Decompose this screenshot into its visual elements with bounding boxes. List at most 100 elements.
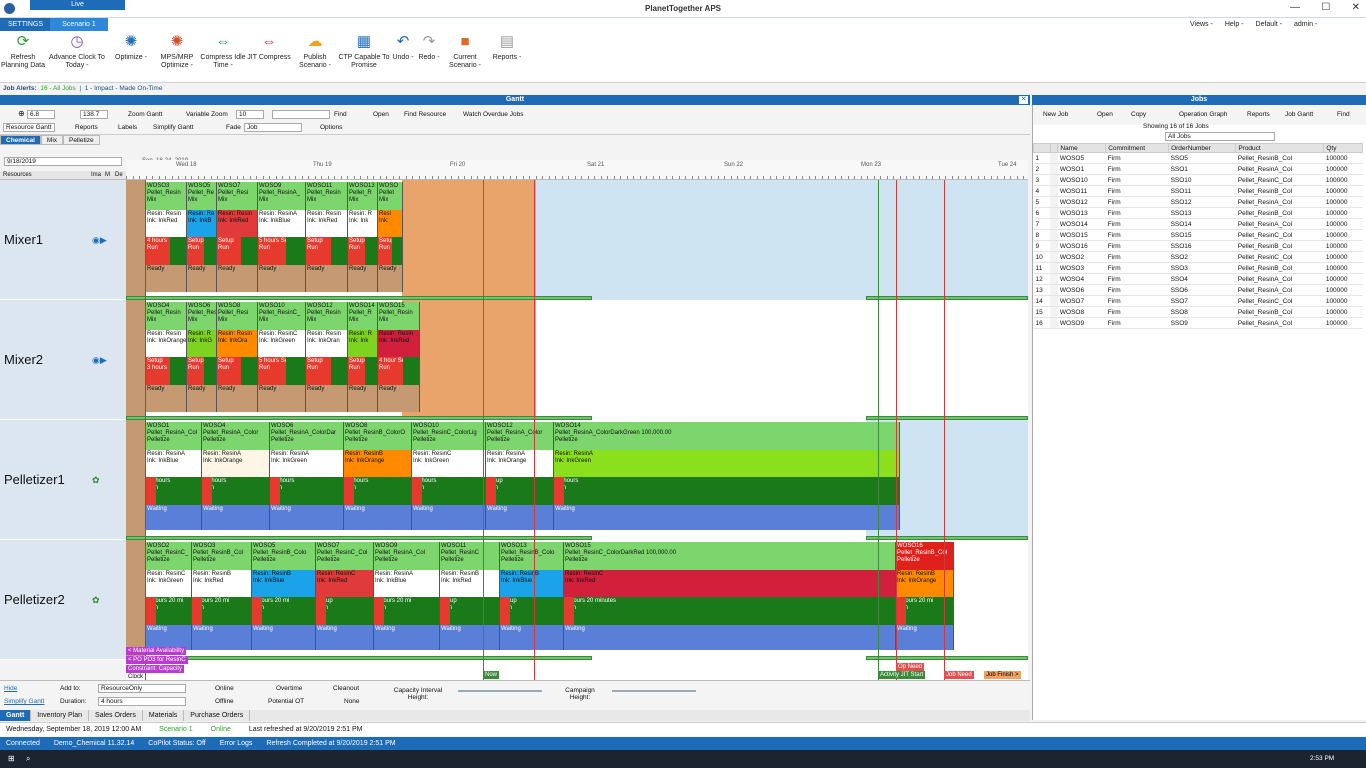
ribbon-button[interactable]: ↶ Undo - <box>390 31 416 81</box>
material-availability-marker[interactable]: < Material Availability <box>126 647 187 655</box>
job-row[interactable]: 6 WOSO13 Firm SSO13 Pellet_ResinB_Col 100000 <box>1033 207 1363 219</box>
job-cell[interactable]: WOSO16 <box>1057 240 1106 252</box>
job-block[interactable]: WOSO15 Pellet_Resin Mix Resin: Resin Ink: In… <box>378 302 420 412</box>
job-cell[interactable]: WOSO8 <box>1057 306 1106 318</box>
online-legend[interactable]: Online <box>215 685 234 692</box>
resource-row[interactable]: Pelletizer2 ✿ <box>0 540 126 660</box>
job-block[interactable]: WOSO10 Pellet_ResinC_ColorLig Pelletize Res… <box>412 422 486 530</box>
job-cell[interactable]: Pellet_ResinB_Col <box>1235 207 1324 219</box>
job-cell[interactable]: WOSO5 <box>1057 152 1106 164</box>
jobs-col-header[interactable]: OrderNumber <box>1168 143 1237 153</box>
job-cell[interactable]: WOSO14 <box>1057 218 1106 230</box>
job-cell[interactable]: WOSO15 <box>1057 229 1106 241</box>
job-block[interactable]: WOSO8 Pellet_ResinB_ColorO Pelletize Resin:… <box>344 422 412 530</box>
job-cell[interactable]: Pellet_ResinC_Col <box>1235 251 1324 263</box>
close-icon[interactable]: ✕ <box>1351 2 1360 13</box>
ribbon-button[interactable]: ✺ MPS/MRP Optimize - <box>154 31 200 81</box>
job-cell[interactable]: 100000 <box>1323 196 1363 208</box>
job-cell[interactable]: SSO7 <box>1168 295 1236 307</box>
job-cell[interactable]: Firm <box>1105 152 1169 164</box>
add-to-select[interactable]: ResourceOnly <box>98 684 186 693</box>
job-cell[interactable]: WOSO3 <box>1057 262 1106 274</box>
windows-start-icon[interactable]: ⊞ <box>8 754 15 763</box>
job-cell[interactable]: Firm <box>1105 163 1169 175</box>
job-cell[interactable]: Firm <box>1105 284 1169 296</box>
campaign-slider[interactable] <box>612 690 696 692</box>
job-row[interactable]: 13 WOSO6 Firm SSO6 Pellet_ResinA_Col 100000 <box>1033 284 1363 296</box>
maximize-icon[interactable]: ☐ <box>1321 2 1331 13</box>
job-block[interactable]: WOSO12 Pellet_Resin Mix Resin: Resin Ink: In… <box>306 302 348 412</box>
job-cell[interactable]: SSO10 <box>1168 174 1236 186</box>
job-block[interactable]: WOSO13 Pellet_R Mix Resin: R Ink: Ink Setup Ru… <box>348 182 378 292</box>
job-block[interactable]: WOSO15 Pellet_ResinC_ColorDarkRed 100,000… <box>564 542 896 650</box>
activity-jit-marker[interactable]: Activity JIT Start <box>878 671 926 679</box>
views-menu[interactable]: Views - <box>1190 21 1213 28</box>
variable-zoom-input[interactable]: 10 <box>236 110 264 119</box>
jobs-copy-button[interactable]: Copy <box>1131 111 1147 118</box>
job-cell[interactable]: Pellet_ResinB_Col <box>1235 306 1324 318</box>
job-block[interactable]: WOSO Pellet Mix Resi Ink: Setup Run Ready <box>378 182 403 292</box>
ribbon-button[interactable]: ▦ CTP Capable To Promise <box>338 31 390 81</box>
job-cell[interactable]: Firm <box>1105 240 1169 252</box>
timescale[interactable]: Wed 18 Thu 19 Fri 20 Sat 21 Sun 22 Mon 23 Tue … <box>126 160 1028 180</box>
m-col[interactable]: M <box>105 172 110 178</box>
job-cell[interactable]: SSO1 <box>1168 163 1236 175</box>
job-cell[interactable]: Firm <box>1105 174 1169 186</box>
copilot-status[interactable]: CoPilot Status: Off <box>148 740 206 747</box>
job-row[interactable]: 12 WOSO4 Firm SSO4 Pellet_ResinA_Col 100000 <box>1033 273 1363 285</box>
jobs-col-header[interactable]: Name <box>1057 143 1107 153</box>
job-cell[interactable]: Firm <box>1105 207 1169 219</box>
job-row[interactable]: 2 WOSO1 Firm SSO1 Pellet_ResinA_Col 100000 <box>1033 163 1363 175</box>
job-cell[interactable]: WOSO12 <box>1057 196 1106 208</box>
job-cell[interactable]: Pellet_ResinA_Col <box>1235 163 1324 175</box>
resource-gantt-select[interactable]: Resource Gantt <box>3 123 55 132</box>
job-cell[interactable]: SSO2 <box>1168 251 1236 263</box>
help-menu[interactable]: Help - <box>1224 21 1244 28</box>
jobs-reports-button[interactable]: Reports <box>1247 111 1270 118</box>
ribbon-button[interactable]: ■ Current Scenario - <box>442 31 488 81</box>
default-menu[interactable]: Default - <box>1255 21 1282 28</box>
duration-select[interactable]: 4 hours <box>98 697 186 706</box>
job-cell[interactable]: 100000 <box>1323 163 1363 175</box>
resource-row[interactable]: Pelletizer1 ✿ <box>0 420 126 540</box>
cleanout-legend[interactable]: Cleanout <box>333 685 360 692</box>
job-cell[interactable]: Pellet_ResinA_Col <box>1235 284 1324 296</box>
job-cell[interactable]: Pellet_ResinA_Col <box>1235 317 1324 329</box>
zoom-input-1[interactable]: 6.8 <box>27 110 55 119</box>
ribbon-button[interactable]: ▤ Reports - <box>488 31 526 81</box>
job-row[interactable]: 8 WOSO15 Firm SSO15 Pellet_ResinC_Col 100000 <box>1033 229 1363 241</box>
job-row[interactable]: 16 WOSO9 Firm SSO9 Pellet_ResinA_Col 100000 <box>1033 317 1363 329</box>
hide-link[interactable]: Hide <box>4 685 18 692</box>
jobs-find-button[interactable]: Find <box>1337 111 1350 118</box>
find-button[interactable]: Find <box>334 111 347 118</box>
job-cell[interactable]: SSO6 <box>1168 284 1236 296</box>
op-need-marker[interactable]: Op Need <box>896 663 925 671</box>
tab-settings[interactable]: SETTINGS <box>0 18 50 31</box>
job-cell[interactable]: 100000 <box>1323 306 1363 318</box>
overtime-legend[interactable]: Overtime <box>276 685 303 692</box>
jobs-col-header[interactable]: Product <box>1235 143 1325 153</box>
minimize-icon[interactable]: — <box>1290 2 1300 13</box>
job-cell[interactable]: Firm <box>1105 196 1169 208</box>
job-block[interactable]: WOSO4 Pellet_ResinA_Color Pelletize Resin: … <box>202 422 270 530</box>
job-cell[interactable]: Pellet_ResinA_Col <box>1235 273 1324 285</box>
zoom-input-2[interactable]: 138.7 <box>80 110 108 119</box>
resource-row[interactable]: Mixer2 ◉▶ <box>0 300 126 420</box>
labels-button[interactable]: Labels <box>118 124 138 131</box>
job-cell[interactable]: Firm <box>1105 262 1169 274</box>
ribbon-button[interactable]: ⇔ JIT Compress <box>246 31 292 81</box>
job-cell[interactable]: Pellet_ResinB_Col <box>1235 185 1324 197</box>
job-cell[interactable]: Pellet_ResinC_Col <box>1235 174 1324 186</box>
zoom-gantt-button[interactable]: Zoom Gantt <box>128 111 163 118</box>
job-row[interactable]: 15 WOSO8 Firm SSO8 Pellet_ResinB_Col 100000 <box>1033 306 1363 318</box>
ribbon-button[interactable]: ☁ Publish Scenario - <box>292 31 338 81</box>
offline-legend[interactable]: Offline <box>215 698 234 705</box>
constraint-marker[interactable]: Constraint: Capacity <box>126 665 185 673</box>
job-cell[interactable]: SSO12 <box>1168 196 1236 208</box>
job-block[interactable]: WOSO11 Pellet_ResinC Pelletize Resin: Resin… <box>440 542 500 650</box>
de-col[interactable]: De <box>115 172 123 178</box>
job-cell[interactable]: 100000 <box>1323 185 1363 197</box>
job-cell[interactable]: Firm <box>1105 317 1169 329</box>
options-button[interactable]: Options <box>320 124 343 131</box>
resources-col[interactable]: Resources <box>3 172 32 178</box>
